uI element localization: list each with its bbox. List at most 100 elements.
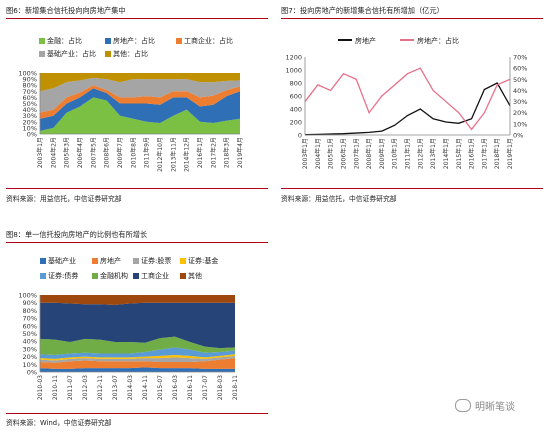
legend-swatch [92, 272, 98, 279]
legend-label: 工商企业：占比 [184, 37, 233, 45]
legend-swatch [105, 37, 111, 44]
y-tick-label: 50% [23, 330, 37, 338]
chart8-legend-item: 金融机构 [92, 271, 128, 281]
chart6-title-rule [6, 18, 268, 19]
area-series [40, 73, 240, 92]
x-tick-label: 2013年1月 [429, 138, 437, 169]
x-tick-label: 2011-07 [67, 375, 74, 400]
y-tick-label: 70% [23, 88, 37, 96]
x-tick-label: 2016年1月 [196, 137, 204, 168]
y-tick-label: 90% [23, 299, 37, 307]
area-series [40, 336, 235, 356]
legend-label: 房地产：占比 [113, 37, 155, 45]
y-tick-label: 10% [23, 124, 37, 132]
x-tick-label: 2018年3月 [223, 137, 231, 168]
x-tick-label: 2013年11月 [169, 137, 177, 172]
chart8-legend-item: 其他 [180, 271, 202, 281]
legend-swatch [338, 39, 352, 41]
legend-label: 工商企业 [141, 272, 169, 280]
y-tick-label: 20% [23, 118, 37, 126]
x-tick-label: 2014年1月 [442, 138, 450, 169]
area-series [40, 354, 235, 361]
y-tick-label: 40% [23, 106, 37, 114]
y-tick-label: 100% [18, 70, 37, 78]
legend-label: 房地产：占比 [417, 37, 459, 45]
y-left-tick-label: 600 [290, 93, 302, 101]
x-tick-label: 2016-11 [187, 375, 194, 400]
area-series [40, 85, 240, 119]
legend-swatch [105, 50, 111, 57]
x-tick-label: 2006年4月 [76, 137, 84, 168]
chart6-plot: 0%10%20%30%40%50%60%70%80%90%100% 2003年1月… [18, 70, 244, 172]
area-series [40, 77, 240, 113]
y-left-tick-label: 400 [290, 106, 302, 114]
x-tick-label: 2010年1月 [391, 138, 399, 169]
x-tick-label: 2003年1月 [301, 138, 309, 169]
y-tick-label: 20% [23, 353, 37, 361]
y-tick-label: 70% [23, 315, 37, 323]
legend-label: 基础产业：占比 [47, 50, 96, 58]
x-tick-label: 2010-11 [52, 375, 59, 400]
chart7-legend-item: 房地产 [338, 36, 376, 46]
chart6-legend-item: 其他：占比 [105, 49, 148, 59]
chart7-plot: 0 200 400 600 800 1000 1200 0% 10% 20% 30% 40% 50% 60… [285, 54, 527, 170]
x-tick-label: 2018-11 [232, 375, 239, 400]
y-tick-label: 30% [23, 112, 37, 120]
area-series [40, 295, 235, 306]
x-tick-label: 2012年1月 [416, 138, 424, 169]
legend-swatch [400, 39, 414, 41]
y-left-tick-label: 200 [290, 119, 302, 127]
area-series [40, 355, 235, 363]
legend-label: 金融机构 [100, 272, 128, 280]
chart6-legend-item: 基础产业：占比 [39, 49, 96, 59]
y-tick-label: 30% [23, 345, 37, 353]
x-tick-label: 2009年1月 [378, 138, 386, 169]
x-tick-label: 2010年8月 [129, 137, 137, 168]
legend-label: 其他 [188, 272, 202, 280]
chart6-source-rule [6, 188, 268, 189]
area-series [40, 97, 240, 134]
legend-swatch [39, 37, 45, 44]
chart8-plot: 0%10%20%30%40%50%60%70%80%90%100% 2010-03… [18, 292, 239, 401]
x-tick-label: 2018-03 [217, 375, 224, 400]
chart7-title: 图7：投向房地产的新增集合信托有所增加（亿元） [281, 6, 444, 15]
line-series [304, 82, 511, 136]
x-tick-label: 2014-11 [142, 375, 149, 400]
chart7-source: 资料来源：用益信托，中信证券研究部 [281, 195, 397, 203]
y-left-tick-label: 1000 [285, 67, 302, 75]
area-series [40, 302, 235, 349]
chart8-source: 资料来源：Wind，中信证券研究部 [6, 419, 112, 427]
chart6-legend-item: 工商企业：占比 [176, 36, 233, 46]
x-tick-label: 2015年1月 [455, 138, 463, 169]
chart8-legend-item: 证券:基金 [180, 256, 218, 266]
legend-label: 证券:股票 [141, 257, 172, 265]
y-tick-label: 80% [23, 307, 37, 315]
x-tick-label: 2014-03 [127, 375, 134, 400]
y-tick-label: 50% [23, 100, 37, 108]
y-tick-label: 60% [23, 322, 37, 330]
legend-swatch [39, 50, 45, 57]
legend-swatch [133, 257, 139, 264]
legend-swatch [133, 272, 139, 279]
area-series [40, 358, 235, 369]
chart8-title-rule [6, 242, 268, 243]
y-right-tick-label: 20% [513, 109, 527, 117]
legend-swatch [40, 257, 46, 264]
chart7-source-rule [281, 188, 543, 189]
x-tick-label: 2007年5月 [89, 137, 97, 168]
x-tick-label: 2006年1月 [339, 138, 347, 169]
legend-label: 金融：占比 [47, 37, 82, 45]
y-right-tick-label: 0% [513, 132, 523, 140]
y-right-tick-label: 70% [513, 54, 527, 62]
legend-label: 证券:基金 [188, 257, 219, 265]
chart8-legend-item: 证券:股票 [133, 256, 171, 266]
chart6-legend-item: 房地产：占比 [105, 36, 155, 46]
chart8-source-rule [6, 413, 268, 414]
chart7-legend-item: 房地产：占比 [400, 36, 459, 46]
legend-swatch [40, 272, 46, 279]
legend-swatch [176, 37, 182, 44]
chart8-legend-item: 基础产业 [40, 256, 76, 266]
y-tick-label: 40% [23, 338, 37, 346]
x-tick-label: 2010-03 [37, 375, 44, 400]
x-tick-label: 2014年12月 [183, 137, 191, 172]
